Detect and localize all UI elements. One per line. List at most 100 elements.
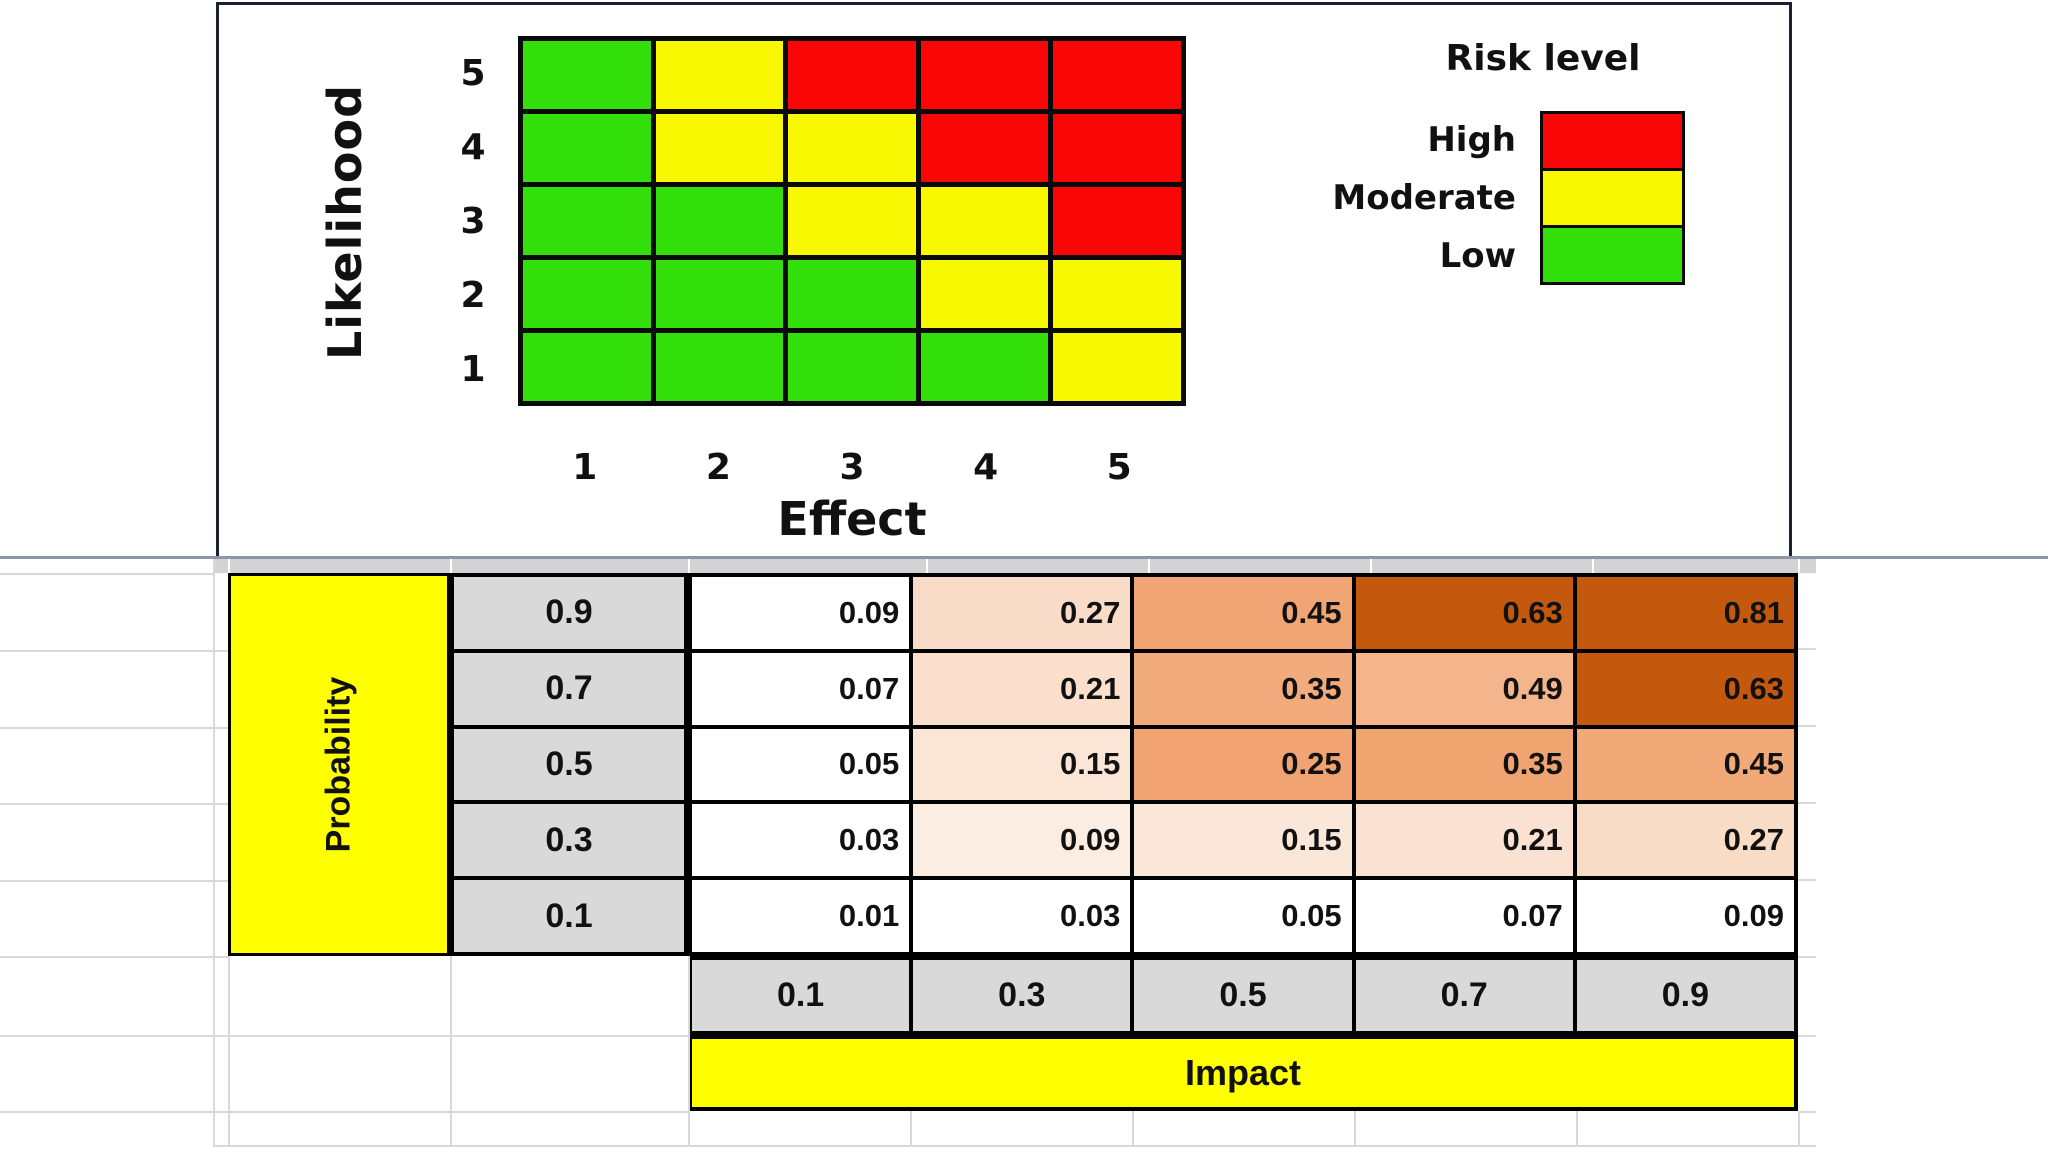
risk-matrix: [518, 36, 1186, 406]
matrix-cell-likelihood2-effect1: [523, 260, 651, 328]
legend-label-moderate: Moderate: [1332, 178, 1516, 218]
row-header-0.1: 0.1: [454, 880, 684, 952]
y-axis-title: Likelihood: [315, 22, 375, 422]
risk-matrix-chart-panel: Likelihood 5 4 3 2 1 1 2 3 4 5 Effect Risk level…: [216, 2, 1792, 558]
spreadsheet-gridline: [688, 956, 690, 1147]
spreadsheet-gridline: [0, 1111, 688, 1113]
matrix-cell-likelihood3-effect4: [920, 187, 1049, 255]
score-cell-p0.3-i0.1: 0.03: [692, 804, 910, 877]
col-header-0.9: 0.9: [1576, 960, 1794, 1031]
x-axis-ticks: 1 2 3 4 5: [518, 441, 1186, 493]
x-axis-title: Effect: [777, 492, 927, 546]
spreadsheet-gridline: [1798, 1035, 1816, 1037]
matrix-cell-likelihood5-effect1: [523, 41, 651, 109]
spreadsheet-gridline: [1354, 1111, 1356, 1147]
spreadsheet-gridline: [0, 803, 228, 805]
x-tick-1: 1: [572, 446, 598, 488]
legend-labels: High Moderate Low: [1133, 111, 1516, 285]
spreadsheet-gridline: [0, 880, 228, 882]
matrix-cell-likelihood1-effect4: [920, 333, 1049, 401]
y-tick-2: 2: [460, 274, 486, 316]
legend-swatches: [1540, 111, 1685, 285]
gray-band-divider: [926, 559, 928, 573]
spreadsheet-gridline: [1798, 879, 1816, 881]
score-cell-p0.5-i0.5: 0.25: [1134, 728, 1352, 801]
score-cell-p0.1-i0.9: 0.09: [1576, 880, 1794, 952]
legend-swatch-moderate: [1543, 171, 1682, 225]
score-cell-p0.7-i0.3: 0.21: [913, 652, 1131, 725]
y-tick-4: 4: [460, 126, 486, 168]
score-cell-p0.9-i0.3: 0.27: [913, 577, 1131, 649]
matrix-cell-likelihood1-effect5: [1053, 333, 1181, 401]
probability-values-column: 0.9 0.7 0.5 0.3 0.1: [450, 573, 688, 956]
score-cell-p0.3-i0.9: 0.27: [1576, 804, 1794, 877]
x-tick-5: 5: [1106, 446, 1132, 488]
spreadsheet-gridline: [1798, 725, 1816, 727]
risk-score-grid: 0.09 0.27 0.45 0.63 0.81 0.07 0.21 0.35 0.49 0.63…: [688, 573, 1798, 956]
score-cell-p0.5-i0.1: 0.05: [692, 728, 910, 801]
y-tick-1: 1: [460, 348, 486, 390]
gray-band-divider: [1370, 559, 1372, 573]
score-cell-p0.1-i0.3: 0.03: [913, 880, 1131, 952]
row-header-0.9: 0.9: [454, 577, 684, 649]
col-header-0.3: 0.3: [913, 960, 1131, 1031]
spreadsheet-gridline: [0, 1035, 688, 1037]
spreadsheet-gridline: [1798, 1111, 1800, 1147]
gray-band-divider: [228, 559, 230, 573]
spreadsheet-gridline: [1798, 956, 1816, 958]
matrix-cell-likelihood4-effect3: [788, 114, 916, 182]
score-cell-p0.9-i0.7: 0.63: [1355, 577, 1573, 649]
matrix-cell-likelihood4-effect5: [1053, 114, 1181, 182]
x-tick-3: 3: [839, 446, 865, 488]
spreadsheet-gridline: [1798, 802, 1816, 804]
spreadsheet-gridline: [0, 956, 228, 958]
row-header-0.5: 0.5: [454, 728, 684, 801]
gray-band-divider: [1592, 559, 1594, 573]
score-cell-p0.7-i0.9: 0.63: [1576, 652, 1794, 725]
score-cell-p0.3-i0.3: 0.09: [913, 804, 1131, 877]
matrix-cell-likelihood2-effect2: [655, 260, 784, 328]
score-cell-p0.7-i0.7: 0.49: [1355, 652, 1573, 725]
row-header-0.3: 0.3: [454, 804, 684, 877]
legend-label-high: High: [1427, 120, 1516, 160]
spreadsheet-gridline: [0, 727, 228, 729]
score-cell-p0.3-i0.5: 0.15: [1134, 804, 1352, 877]
x-tick-2: 2: [705, 446, 731, 488]
spreadsheet-gridline: [0, 650, 228, 652]
gray-band-divider: [688, 559, 690, 573]
y-tick-5: 5: [460, 52, 486, 94]
gray-band-divider: [450, 559, 452, 573]
matrix-cell-likelihood2-effect3: [788, 260, 916, 328]
y-axis-ticks: 5 4 3 2 1: [433, 36, 513, 406]
matrix-cell-likelihood3-effect1: [523, 187, 651, 255]
col-header-0.7: 0.7: [1355, 960, 1573, 1031]
matrix-cell-likelihood1-effect3: [788, 333, 916, 401]
legend-swatch-high: [1543, 114, 1682, 168]
score-cell-p0.1-i0.7: 0.07: [1355, 880, 1573, 952]
matrix-cell-likelihood5-effect3: [788, 41, 916, 109]
legend-swatch-low: [1543, 228, 1682, 282]
matrix-cell-likelihood2-effect4: [920, 260, 1049, 328]
impact-header-cell: Impact: [688, 1035, 1798, 1111]
score-cell-p0.3-i0.7: 0.21: [1355, 804, 1573, 877]
matrix-cell-likelihood3-effect5: [1053, 187, 1181, 255]
matrix-cell-likelihood1-effect1: [523, 333, 651, 401]
matrix-cell-likelihood3-effect2: [655, 187, 784, 255]
matrix-cell-likelihood4-effect1: [523, 114, 651, 182]
gray-band-divider: [1798, 559, 1800, 573]
matrix-cell-likelihood1-effect2: [655, 333, 784, 401]
score-cell-p0.5-i0.3: 0.15: [913, 728, 1131, 801]
probability-label: Probability: [319, 676, 358, 853]
y-axis-title-text: Likelihood: [318, 83, 372, 361]
score-cell-p0.5-i0.7: 0.35: [1355, 728, 1573, 801]
legend-title: Risk level: [1445, 37, 1641, 79]
x-tick-4: 4: [973, 446, 999, 488]
score-cell-p0.7-i0.5: 0.35: [1134, 652, 1352, 725]
score-cell-p0.1-i0.1: 0.01: [692, 880, 910, 952]
spreadsheet-gridline: [1798, 1111, 1816, 1113]
spreadsheet-gridline: [1132, 1111, 1134, 1147]
spreadsheet-gridline: [213, 1145, 1816, 1147]
spreadsheet-gridline: [910, 1111, 912, 1147]
matrix-cell-likelihood4-effect4: [920, 114, 1049, 182]
